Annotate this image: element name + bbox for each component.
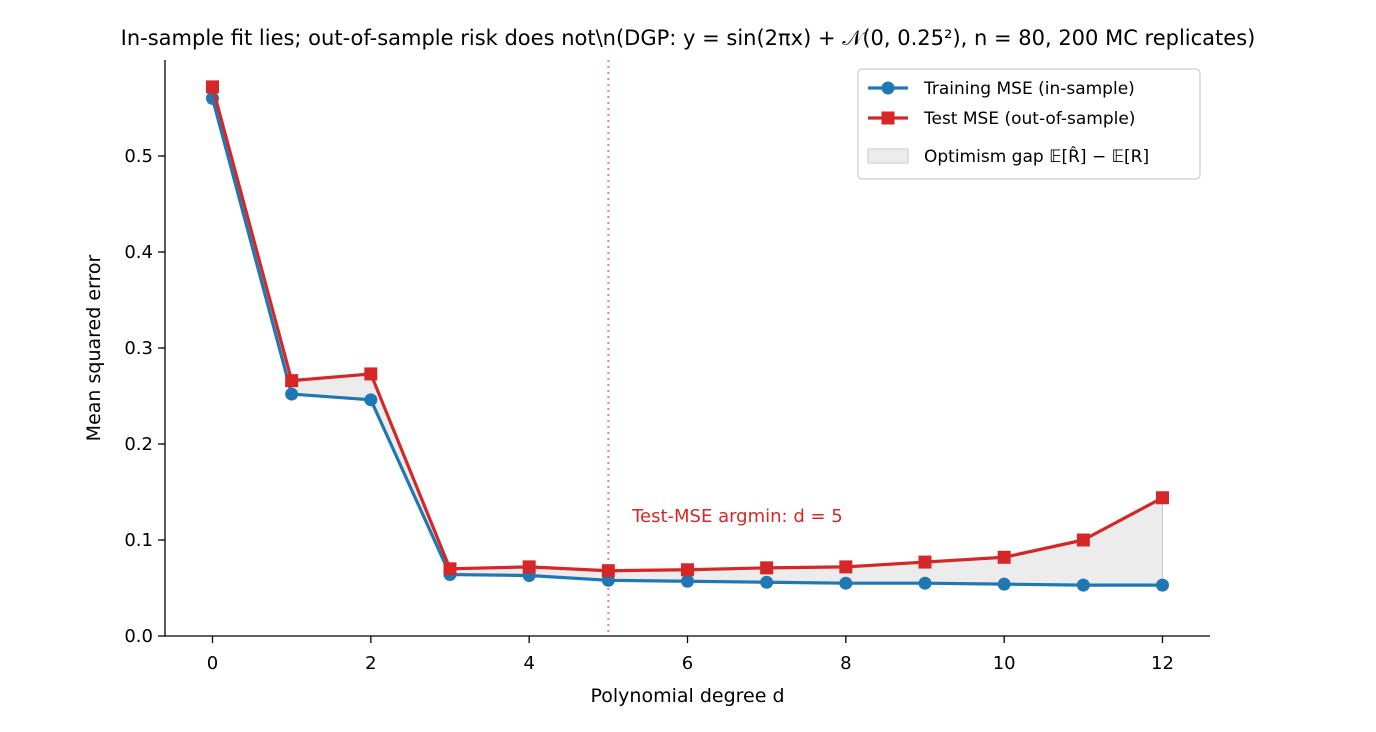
x-tick-label: 0 bbox=[207, 653, 218, 674]
chart-title-text: In-sample fit lies; out-of-sample risk d… bbox=[121, 26, 1256, 50]
axes: 0 2 4 6 8 10 12 0.0 0.1 0.2 0.3 0.4 0.5 Polynomial … bbox=[83, 60, 1210, 707]
y-ticks: 0.0 0.1 0.2 0.3 0.4 0.5 bbox=[124, 146, 165, 647]
data-point bbox=[681, 574, 694, 588]
legend-marker bbox=[881, 81, 895, 95]
data-point bbox=[1156, 578, 1169, 592]
legend-entry: Training MSE (in-sample) bbox=[868, 79, 1135, 99]
data-point bbox=[364, 393, 378, 407]
legend-label: Training MSE (in-sample) bbox=[923, 79, 1135, 99]
y-tick-label: 0.2 bbox=[124, 434, 153, 455]
x-ticks: 0 2 4 6 8 10 12 bbox=[207, 636, 1174, 674]
data-point bbox=[997, 577, 1011, 591]
data-point bbox=[285, 387, 299, 401]
series-layer bbox=[206, 80, 1169, 592]
y-tick-label: 0.3 bbox=[124, 338, 153, 359]
series-training-mse bbox=[206, 91, 1169, 592]
y-axis-label: Mean squared error bbox=[83, 254, 105, 441]
series-test-mse bbox=[206, 80, 1169, 578]
data-point bbox=[601, 564, 615, 578]
data-point bbox=[285, 374, 299, 388]
data-point bbox=[364, 367, 378, 381]
data-point bbox=[1076, 533, 1090, 547]
x-tick-label: 8 bbox=[840, 653, 851, 674]
data-point bbox=[1076, 578, 1090, 592]
chart-title: In-sample fit lies; out-of-sample risk d… bbox=[121, 26, 1256, 50]
x-tick-label: 10 bbox=[993, 653, 1016, 674]
legend: Training MSE (in-sample) Test MSE (out-of… bbox=[857, 68, 1201, 180]
data-point bbox=[681, 563, 694, 577]
y-tick-label: 0.5 bbox=[124, 146, 153, 167]
x-tick-label: 12 bbox=[1151, 653, 1174, 674]
plot-area: Test-MSE argmin: d = 5 bbox=[206, 60, 1169, 636]
data-point bbox=[760, 575, 774, 589]
y-tick-label: 0.0 bbox=[124, 626, 153, 647]
data-point bbox=[443, 562, 457, 576]
data-point bbox=[839, 576, 853, 590]
legend-label: Test MSE (out-of-sample) bbox=[923, 109, 1135, 129]
data-point bbox=[206, 80, 219, 94]
x-tick-label: 2 bbox=[365, 653, 376, 674]
legend-patch-swatch bbox=[867, 148, 909, 164]
data-point bbox=[760, 561, 774, 575]
legend-items: Training MSE (in-sample) Test MSE (out-of… bbox=[867, 79, 1149, 167]
legend-entry: Optimism gap 𝔼[R̂] − 𝔼[R] bbox=[867, 146, 1149, 167]
data-point bbox=[997, 550, 1011, 564]
data-point bbox=[918, 555, 932, 569]
legend-marker bbox=[881, 111, 895, 125]
x-axis-label: Polynomial degree d bbox=[590, 685, 784, 707]
data-point bbox=[918, 576, 932, 590]
x-tick-label: 6 bbox=[682, 653, 693, 674]
legend-box bbox=[857, 68, 1201, 180]
legend-label: Optimism gap 𝔼[R̂] − 𝔼[R] bbox=[924, 146, 1149, 167]
y-tick-label: 0.4 bbox=[124, 242, 153, 263]
argmin-annotation: Test-MSE argmin: d = 5 bbox=[631, 506, 843, 527]
data-point bbox=[1156, 491, 1169, 505]
data-point bbox=[522, 560, 536, 574]
legend-entry: Test MSE (out-of-sample) bbox=[868, 109, 1135, 129]
data-point bbox=[839, 560, 853, 574]
y-tick-label: 0.1 bbox=[124, 530, 153, 551]
x-tick-label: 4 bbox=[523, 653, 534, 674]
